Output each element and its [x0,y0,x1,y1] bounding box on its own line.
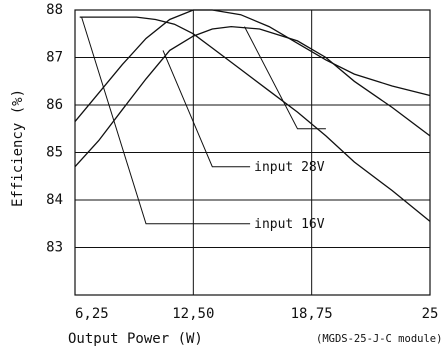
x-tick-label: 18,75 [291,306,333,322]
series-line-1 [74,9,431,123]
y-tick-label: 88 [46,2,63,18]
leader-line-1 [162,50,251,168]
x-tick-label: 6,25 [75,306,109,322]
series-line-2 [74,25,431,168]
y-tick-label: 85 [46,145,63,161]
leader-line-2 [81,16,251,225]
y-tick-label: 87 [46,50,63,66]
series-layer [74,9,431,222]
tick-labels: 88 87 86 85 84 83 6,25 12,50 18,75 25 [46,2,438,322]
y-axis-label: Efficiency (%) [10,89,26,207]
annotation-layer: input 28V input 16V [81,16,326,232]
module-note: (MGDS-25-J-C module) [316,333,441,345]
y-tick-label: 83 [46,240,63,256]
annotation-label: input 28V [254,160,325,175]
leader-line-3 [244,26,326,130]
y-tick-label: 86 [46,97,63,113]
x-tick-label: 12,50 [172,306,214,322]
x-tick-label: 25 [422,306,439,322]
grid [74,9,431,296]
x-axis-label: Output Power (W) [68,331,203,347]
series-line-3 [79,16,431,222]
y-tick-label: 84 [46,192,63,208]
annotation-label: input 16V [254,217,325,232]
